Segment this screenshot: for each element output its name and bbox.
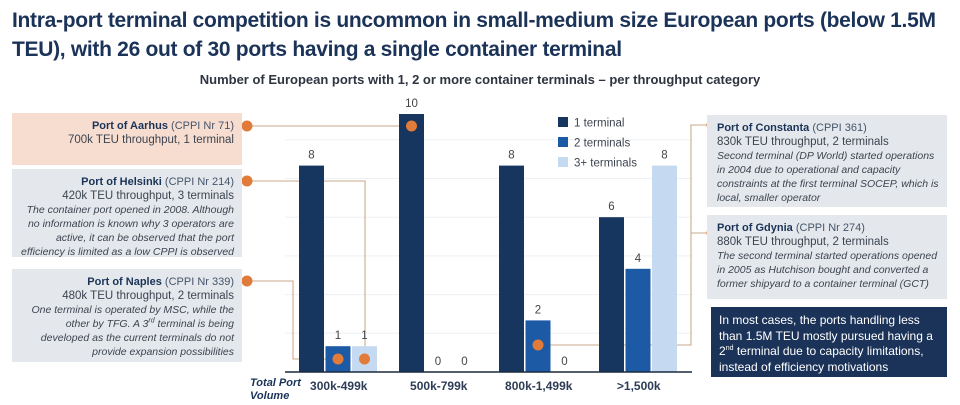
legend-swatch	[558, 117, 568, 127]
annotation-constanta: Port of Constanta (CPPI 361) 830k TEU th…	[707, 115, 947, 207]
throughput: 480k TEU throughput, 2 terminals	[62, 290, 234, 302]
value-label: 0	[561, 356, 567, 368]
connector-line	[248, 280, 338, 360]
category-label: 300k-499k	[310, 379, 368, 393]
naples-marker-icon	[241, 275, 253, 287]
value-label: 2	[535, 304, 541, 316]
description: The container port opened in 2008. Altho…	[21, 204, 234, 258]
category-label: 800k-1,499k	[505, 379, 573, 393]
bar-3-terminals-4	[652, 165, 677, 372]
annotation-aarhus: Port of Aarhus (CPPI Nr 71) 700k TEU thr…	[12, 113, 242, 165]
cppi-rank: (CPPI Nr 71)	[171, 120, 234, 132]
bar-1-terminal-3	[499, 165, 524, 372]
cppi-rank: (CPPI Nr 339)	[164, 276, 234, 288]
slide-title: Intra-port terminal competition is uncom…	[12, 9, 936, 61]
key-insight-box: In most cases, the ports handling less t…	[711, 307, 947, 377]
bar-1-terminal-2	[399, 114, 424, 372]
cppi-rank: (CPPI Nr 214)	[164, 176, 234, 188]
category-label: >1,500k	[617, 379, 661, 393]
port-name: Port of Naples	[87, 276, 162, 288]
legend-label: 2 terminals	[574, 138, 630, 150]
value-labels: 8 1 1 10 0 0 8 2 0 6 4 8	[308, 98, 667, 368]
value-label: 1	[361, 330, 367, 342]
bar-2-terminals-4	[625, 268, 651, 372]
value-label: 10	[405, 98, 418, 110]
category-label: 500k-799k	[410, 379, 468, 393]
cppi-rank: (CPPI Nr 274)	[795, 222, 865, 234]
legend: 1 terminal 2 terminals 3+ terminals	[558, 117, 637, 170]
annotation-naples: Port of Naples (CPPI Nr 339) 480k TEU th…	[12, 269, 242, 362]
port-name: Port of Helsinki	[81, 176, 162, 188]
port-name: Port of Gdynia	[717, 222, 793, 234]
description: Second terminal (DP World) started opera…	[717, 150, 939, 204]
naples-bar-marker-icon	[332, 353, 344, 365]
category-labels: 300k-499k 500k-799k 800k-1,499k >1,500k	[310, 379, 661, 393]
bars	[299, 114, 677, 372]
throughput: 420k TEU throughput, 3 terminals	[62, 190, 234, 202]
annotation-gdynia: Port of Gdynia (CPPI Nr 274) 880k TEU th…	[707, 215, 947, 299]
value-label: 1	[335, 330, 341, 342]
description: The second terminal started operations o…	[717, 250, 938, 290]
port-name: Port of Constanta	[717, 122, 810, 134]
helsinki-bar-marker-icon	[359, 353, 370, 365]
description: One terminal is operated by MSC, while t…	[31, 304, 234, 358]
bar-1-terminal-4	[599, 217, 624, 372]
annotation-helsinki: Port of Helsinki (CPPI Nr 214) 420k TEU …	[12, 169, 242, 258]
value-label: 4	[635, 253, 642, 265]
port-name: Port of Aarhus	[91, 120, 168, 132]
legend-label: 3+ terminals	[574, 158, 637, 170]
bar-1-terminal-1	[299, 165, 324, 372]
x-axis-title: Total Port Volume	[250, 377, 301, 402]
throughput: 700k TEU throughput, 1 terminal	[68, 134, 234, 146]
value-label: 8	[661, 150, 667, 162]
chart-title: Number of European ports with 1, 2 or mo…	[199, 72, 761, 87]
legend-swatch	[558, 157, 568, 167]
value-label: 6	[608, 201, 614, 213]
legend-label: 1 terminal	[574, 118, 625, 130]
value-label: 0	[461, 356, 467, 368]
helsinki-marker-icon	[241, 175, 253, 187]
cppi-rank: (CPPI 361)	[812, 122, 867, 134]
value-label: 8	[308, 150, 314, 162]
aarhus-marker-icon	[241, 120, 253, 132]
value-label: 8	[508, 150, 514, 162]
aarhus-bar-marker-icon	[406, 120, 417, 132]
legend-swatch	[558, 137, 568, 147]
throughput: 830k TEU throughput, 2 terminals	[717, 136, 889, 148]
constanta-gdynia-bar-marker-icon	[532, 339, 544, 351]
value-label: 0	[435, 356, 441, 368]
throughput: 880k TEU throughput, 2 terminals	[717, 236, 889, 248]
